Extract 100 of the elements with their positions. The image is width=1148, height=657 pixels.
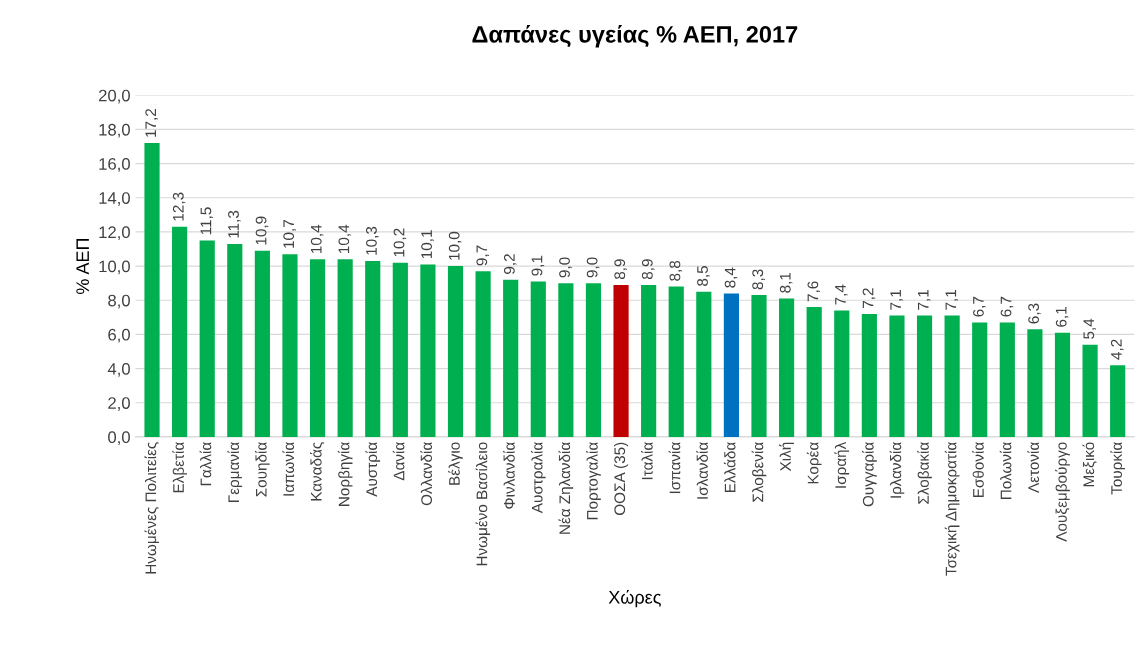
data-label: 5,4 (1083, 318, 1096, 339)
data-label: 7,6 (807, 281, 821, 302)
x-tick-label: Δανία (392, 442, 405, 481)
bar (668, 286, 684, 437)
x-tick-label: Ιταλία (641, 442, 653, 480)
data-label: 10,3 (366, 226, 379, 255)
x-tick-label: Ηνωμένες Πολιτείες (144, 442, 159, 574)
bar (641, 284, 657, 437)
bar (889, 315, 905, 437)
y-tick-label: 10,0 (99, 260, 130, 275)
bar (144, 143, 160, 437)
bar (254, 250, 270, 437)
bar (861, 313, 877, 437)
data-label: 7,1 (917, 290, 931, 310)
data-label: 11,5 (200, 207, 214, 235)
data-label: 10,1 (421, 230, 434, 259)
data-label: 4,2 (1110, 339, 1124, 360)
bar (365, 260, 381, 437)
x-tick-label: ΟΟΣΑ (35) (613, 442, 629, 516)
x-axis-title: Χώρες (608, 589, 661, 608)
x-tick-label: Ελλάδα (723, 442, 736, 492)
x-tick-label: Φινλανδία (503, 442, 515, 509)
y-tick-label: 4,0 (107, 362, 130, 377)
x-tick-label: Λουξεμβούργο (1055, 442, 1070, 542)
data-label: 8,1 (779, 272, 793, 293)
data-label: 10,2 (393, 228, 407, 257)
data-label: 8,9 (614, 259, 627, 280)
data-label: 17,2 (145, 109, 158, 137)
x-tick-label: Ουγγαρία (862, 442, 877, 507)
x-tick-label: Χιλή (779, 442, 794, 472)
data-label: 9,7 (476, 245, 489, 266)
y-tick-label: 12,0 (99, 226, 130, 241)
data-label: 6,7 (973, 296, 986, 317)
data-label: 10,7 (283, 220, 296, 248)
data-label: 7,4 (835, 284, 848, 305)
bar (944, 315, 960, 437)
bar (475, 271, 491, 437)
bar (282, 254, 298, 437)
x-tick-label: Μεξικό (1082, 442, 1097, 487)
y-tick-label: 16,0 (99, 157, 130, 172)
data-label: 7,1 (890, 290, 903, 310)
x-tick-label: Ελβετία (172, 442, 187, 493)
bar (585, 283, 602, 437)
bar (613, 284, 629, 437)
bar (558, 283, 574, 437)
x-tick-label: Πολωνία (999, 442, 1012, 499)
y-tick-label: 0,0 (108, 431, 130, 446)
y-tick-label: 8,0 (108, 294, 130, 309)
data-label: 10,4 (310, 224, 324, 253)
bar (916, 315, 933, 437)
bar (420, 264, 436, 437)
y-tick-label: 6,0 (108, 328, 130, 343)
bar (806, 307, 822, 437)
data-label: 10,9 (255, 216, 269, 245)
x-tick-label: Αυστρία (365, 442, 381, 497)
bar (530, 281, 546, 437)
x-tick-label: Ηνωμένο Βασίλειο (475, 442, 491, 566)
x-tick-label: Νορβηγία (337, 442, 353, 506)
data-label: 11,3 (228, 210, 241, 238)
data-label: 8,5 (697, 265, 710, 286)
y-tick-label: 20,0 (99, 89, 130, 104)
x-tick-label: Εσθονία (972, 442, 984, 497)
bar (1082, 344, 1098, 437)
x-tick-label: Σουηδία (255, 442, 270, 497)
data-label: 6,1 (1055, 307, 1069, 327)
bar (1054, 332, 1071, 437)
data-label: 7,2 (862, 288, 876, 309)
x-tick-label: Σλοβακία (917, 442, 932, 504)
x-tick-label: Ισραήλ (834, 441, 850, 488)
bar (723, 293, 739, 437)
x-tick-label: Σλοβενία (751, 442, 767, 502)
data-label: 6,7 (1000, 296, 1014, 317)
x-tick-label: Λετονία (1027, 442, 1039, 493)
bar (751, 295, 767, 437)
bar (503, 279, 519, 437)
x-tick-label: Τουρκία (1110, 442, 1126, 495)
x-tick-label: Γαλλία (199, 442, 212, 486)
bar (227, 243, 243, 437)
y-tick-label: 14,0 (99, 192, 130, 206)
x-tick-label: Καναδάς (310, 442, 325, 501)
bar (392, 262, 408, 437)
bar (309, 259, 326, 437)
bar (1110, 365, 1126, 437)
x-tick-label: Αυστραλία (530, 442, 546, 514)
x-tick-label: Βέλγιο (448, 442, 463, 485)
data-label: 10,4 (338, 224, 352, 253)
x-tick-label: Τσεχική Δημοκρατία (944, 442, 960, 576)
data-label: 8,8 (669, 260, 683, 281)
data-label: 8,3 (752, 269, 765, 290)
x-tick-label: Πορτογαλία (586, 442, 601, 520)
data-label: 6,3 (1028, 303, 1041, 324)
data-label: 10,0 (448, 231, 462, 260)
data-label: 9,0 (586, 257, 600, 278)
x-tick-label: Ισλανδία (696, 442, 708, 499)
bar (447, 266, 464, 437)
data-label: 8,9 (641, 259, 655, 280)
x-tick-label: Ιαπωνία (282, 442, 295, 496)
x-tick-label: Γερμανία (227, 442, 243, 502)
x-tick-label: Ιρλανδία (889, 442, 905, 498)
x-tick-label: Ισπανία (668, 442, 681, 494)
